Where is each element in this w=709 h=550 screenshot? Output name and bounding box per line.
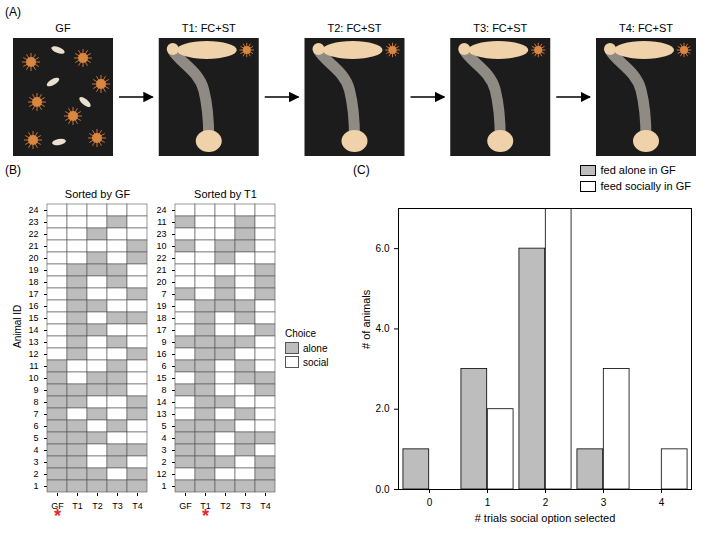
svg-text:T3: T3 — [240, 501, 251, 511]
svg-text:21: 21 — [156, 265, 166, 275]
svg-text:Sorted by GF: Sorted by GF — [65, 188, 131, 200]
svg-text:13: 13 — [156, 409, 166, 419]
svg-text:7: 7 — [33, 409, 38, 419]
svg-text:5: 5 — [161, 421, 166, 431]
svg-text:# of animals: # of animals — [360, 289, 372, 349]
svg-text:18: 18 — [156, 313, 166, 323]
html-text:(B): (B) — [5, 163, 21, 177]
svg-text:10: 10 — [156, 241, 166, 251]
svg-text:1: 1 — [485, 497, 491, 508]
svg-text:22: 22 — [28, 229, 38, 239]
svg-text:23: 23 — [28, 217, 38, 227]
svg-text:6.0: 6.0 — [376, 243, 390, 254]
svg-text:17: 17 — [28, 289, 38, 299]
svg-text:14: 14 — [156, 397, 166, 407]
svg-text:0: 0 — [427, 497, 433, 508]
svg-text:*: * — [54, 506, 61, 526]
svg-text:23: 23 — [156, 229, 166, 239]
svg-text:3: 3 — [601, 497, 607, 508]
svg-text:7: 7 — [161, 289, 166, 299]
svg-text:19: 19 — [28, 265, 38, 275]
html-text:feed socially in GF: feed socially in GF — [600, 180, 691, 192]
svg-text:9: 9 — [33, 385, 38, 395]
svg-text:4: 4 — [659, 497, 665, 508]
svg-text:12: 12 — [156, 469, 166, 479]
svg-text:3: 3 — [161, 445, 166, 455]
svg-text:4.0: 4.0 — [376, 323, 390, 334]
svg-text:8: 8 — [161, 385, 166, 395]
html-text:Choice: Choice — [285, 328, 317, 339]
svg-text:20: 20 — [28, 253, 38, 263]
svg-text:T4: T4 — [260, 501, 271, 511]
html-text:social: social — [303, 356, 329, 368]
svg-text:13: 13 — [28, 337, 38, 347]
svg-text:T3: T3 — [112, 501, 123, 511]
svg-text:2.0: 2.0 — [376, 403, 390, 414]
svg-text:GF: GF — [55, 22, 71, 34]
svg-text:GF: GF — [179, 501, 192, 511]
svg-text:15: 15 — [28, 313, 38, 323]
svg-text:T3: FC+ST: T3: FC+ST — [473, 22, 527, 34]
svg-text:21: 21 — [28, 241, 38, 251]
svg-text:# trials social option selecte: # trials social option selected — [475, 512, 616, 524]
svg-text:3: 3 — [33, 457, 38, 467]
svg-text:Animal ID: Animal ID — [12, 305, 23, 348]
svg-text:*: * — [202, 506, 209, 526]
svg-text:15: 15 — [156, 373, 166, 383]
svg-text:20: 20 — [156, 277, 166, 287]
svg-text:19: 19 — [156, 301, 166, 311]
svg-text:17: 17 — [156, 325, 166, 335]
html-text:fed alone in GF: fed alone in GF — [600, 164, 676, 176]
svg-text:16: 16 — [156, 349, 166, 359]
svg-text:2: 2 — [543, 497, 549, 508]
svg-text:2: 2 — [33, 469, 38, 479]
html-text:alone: alone — [303, 342, 328, 354]
svg-text:6: 6 — [161, 361, 166, 371]
svg-text:2: 2 — [161, 457, 166, 467]
svg-text:8: 8 — [33, 397, 38, 407]
svg-text:4: 4 — [33, 445, 38, 455]
svg-text:T4: FC+ST: T4: FC+ST — [619, 22, 673, 34]
svg-text:0.0: 0.0 — [376, 484, 390, 495]
svg-text:T2: FC+ST: T2: FC+ST — [327, 22, 381, 34]
svg-text:Sorted by T1: Sorted by T1 — [194, 188, 257, 200]
svg-text:12: 12 — [28, 349, 38, 359]
svg-text:22: 22 — [156, 253, 166, 263]
svg-text:T4: T4 — [132, 501, 143, 511]
svg-text:11: 11 — [29, 361, 38, 371]
svg-text:11: 11 — [157, 217, 166, 227]
svg-text:1: 1 — [161, 481, 166, 491]
svg-text:T2: T2 — [92, 501, 103, 511]
svg-text:24: 24 — [156, 205, 166, 215]
svg-text:1: 1 — [33, 481, 38, 491]
svg-text:24: 24 — [28, 205, 38, 215]
svg-text:9: 9 — [161, 337, 166, 347]
svg-text:18: 18 — [28, 277, 38, 287]
svg-text:4: 4 — [161, 433, 166, 443]
svg-text:6: 6 — [33, 421, 38, 431]
svg-text:14: 14 — [28, 325, 38, 335]
svg-text:T2: T2 — [220, 501, 231, 511]
svg-text:10: 10 — [28, 373, 38, 383]
html-text:(A): (A) — [5, 5, 21, 19]
svg-text:T1: T1 — [72, 501, 83, 511]
svg-text:5: 5 — [33, 433, 38, 443]
svg-text:T1: FC+ST: T1: FC+ST — [182, 22, 236, 34]
html-text:(C): (C) — [353, 163, 370, 177]
svg-text:16: 16 — [28, 301, 38, 311]
